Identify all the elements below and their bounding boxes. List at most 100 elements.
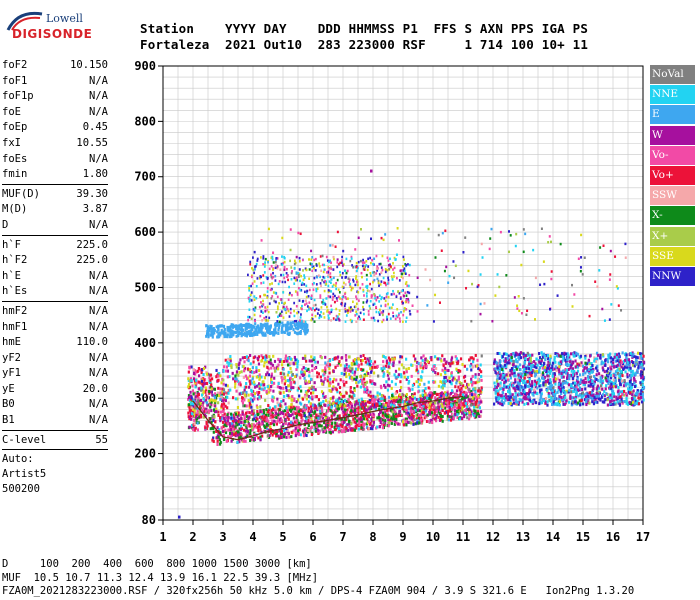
echo-point: [292, 405, 295, 409]
echo-point: [463, 413, 466, 417]
echo-point: [601, 400, 604, 404]
echo-point: [257, 355, 261, 359]
echo-point: [493, 361, 496, 365]
echo-point: [369, 380, 372, 384]
echo-point: [190, 365, 193, 369]
echo-point: [325, 363, 328, 367]
echo-point: [319, 415, 322, 419]
echo-point: [308, 374, 311, 378]
echo-point: [446, 379, 449, 383]
echo-point: [525, 401, 529, 405]
echo-point: [227, 401, 230, 405]
echo-point: [436, 392, 439, 396]
echo-point: [521, 392, 524, 396]
echo-point: [282, 386, 285, 390]
echo-point: [200, 415, 203, 419]
echo-point: [245, 411, 248, 415]
echo-point: [329, 408, 332, 412]
echo-point: [418, 409, 421, 413]
echo-point: [321, 428, 324, 432]
echo-point: [260, 387, 263, 391]
echo-point: [270, 408, 273, 412]
echo-point: [283, 409, 287, 413]
echo-point: [355, 409, 359, 413]
echo-point: [353, 403, 357, 407]
echo-point: [272, 396, 275, 400]
echo-point: [320, 407, 324, 411]
echo-point: [405, 357, 408, 361]
echo-point: [517, 387, 520, 391]
echo-point: [399, 395, 403, 399]
echo-point: [569, 384, 573, 388]
echo-point: [385, 361, 389, 365]
echo-point: [379, 397, 382, 401]
param-value: N/A: [89, 398, 108, 411]
echo-point: [501, 376, 504, 380]
echo-point: [418, 402, 422, 406]
echo-point: [554, 397, 557, 401]
echo-point: [216, 426, 219, 430]
echo-point: [500, 395, 503, 399]
echo-point: [317, 372, 320, 376]
echo-point: [571, 373, 574, 377]
echo-point: [473, 414, 476, 418]
echo-point: [523, 390, 526, 394]
echo-point: [418, 382, 421, 386]
echo-point: [246, 358, 249, 362]
echo-point: [241, 396, 245, 400]
echo-point: [614, 352, 617, 356]
echo-point: [461, 397, 464, 401]
echo-point: [554, 352, 557, 356]
echo-point: [303, 395, 306, 399]
echo-point: [560, 392, 563, 396]
lowell-digisonde-logo: Lowell DIGISONDE: [6, 8, 92, 42]
param-row-foep: foEp 0.45: [2, 120, 108, 136]
echo-point: [597, 386, 600, 390]
echo-point: [364, 360, 367, 364]
echo-point: [225, 424, 228, 428]
echo-point: [398, 403, 401, 407]
echo-point: [227, 435, 230, 439]
echo-point: [259, 405, 262, 409]
echo-point: [204, 388, 208, 392]
echo-point: [282, 372, 286, 376]
echo-point: [331, 387, 334, 391]
echo-point: [386, 408, 389, 412]
echo-point: [245, 425, 248, 429]
echo-point: [266, 371, 269, 375]
echo-point: [271, 429, 274, 433]
echo-point: [395, 417, 398, 421]
param-value: 110.0: [76, 336, 108, 349]
echo-point: [616, 363, 619, 367]
echo-point: [305, 404, 308, 408]
echo-point: [238, 440, 241, 444]
echo-point: [387, 377, 390, 381]
echo-point: [388, 371, 391, 375]
echo-point: [339, 363, 342, 367]
echo-point: [585, 403, 588, 407]
echo-point: [636, 371, 639, 375]
echo-point: [290, 370, 293, 374]
echo-point: [399, 356, 402, 360]
echo-point: [550, 402, 554, 406]
echo-point: [616, 371, 620, 375]
echo-point: [320, 390, 324, 394]
echo-point: [333, 357, 336, 361]
echo-point: [304, 408, 307, 412]
echo-point: [292, 429, 295, 433]
echo-point: [468, 410, 471, 414]
echo-point: [238, 392, 241, 396]
echo-point: [505, 395, 508, 399]
echo-point: [200, 393, 204, 397]
echo-point: [568, 377, 571, 381]
echo-point: [258, 373, 261, 377]
echo-point: [493, 388, 496, 392]
echo-point: [553, 372, 556, 376]
echo-point: [515, 359, 518, 363]
echo-point: [631, 361, 635, 365]
echo-point: [257, 384, 260, 388]
echo-point: [402, 407, 406, 411]
echo-point: [570, 401, 574, 405]
echo-point: [508, 388, 511, 392]
echo-point: [365, 386, 369, 390]
